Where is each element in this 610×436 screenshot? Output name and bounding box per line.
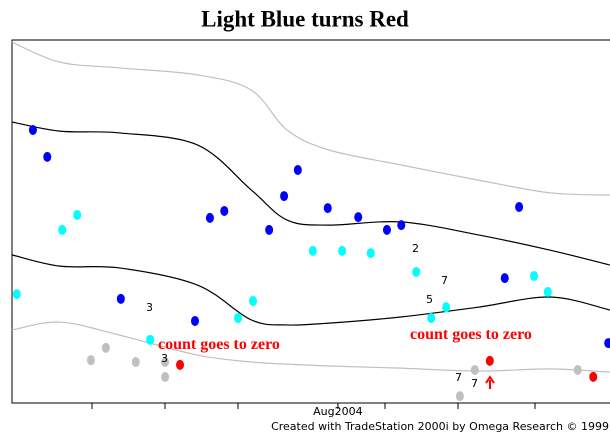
dot — [354, 212, 363, 223]
dot — [573, 364, 582, 375]
dot — [146, 334, 155, 345]
chart-title: Light Blue turns Red — [201, 6, 409, 31]
arrow — [485, 375, 495, 389]
count-label: 5 — [426, 293, 433, 306]
dot — [176, 359, 185, 370]
dot — [234, 313, 243, 324]
dot — [248, 295, 257, 306]
band-line — [11, 121, 610, 266]
dot — [412, 266, 421, 277]
annotation: count goes to zero — [410, 326, 532, 343]
dot — [543, 286, 552, 297]
count-label: 7 — [471, 377, 478, 390]
dot — [455, 391, 464, 402]
dot — [161, 371, 170, 382]
band-line — [11, 41, 610, 196]
dot — [101, 342, 110, 353]
dot — [338, 245, 347, 256]
dot — [485, 355, 494, 366]
dot — [308, 245, 317, 256]
dot — [12, 289, 21, 300]
dot — [366, 248, 375, 259]
count-label: 3 — [161, 352, 168, 365]
dot — [530, 270, 539, 281]
dot — [397, 220, 406, 231]
x-axis-minor-ticks — [91, 403, 536, 409]
x-tick-label: Aug2004 — [313, 405, 362, 418]
dot — [220, 205, 229, 216]
count-label: 7 — [441, 274, 448, 287]
dot — [293, 164, 302, 175]
footer: Created with TradeStation 2000i by Omega… — [271, 420, 609, 433]
dot — [86, 355, 95, 366]
plot-frame — [11, 39, 610, 404]
dot — [427, 313, 436, 324]
count-label: 7 — [455, 371, 462, 384]
dot — [161, 356, 170, 367]
dot — [500, 273, 509, 284]
dot — [205, 212, 214, 223]
dot — [604, 338, 610, 349]
dot — [116, 293, 125, 304]
dot — [73, 209, 82, 220]
count-label: 2 — [412, 242, 419, 255]
band-line — [11, 254, 610, 326]
dot — [190, 315, 199, 326]
dot — [43, 151, 52, 162]
dot — [382, 224, 391, 235]
band-line — [11, 321, 610, 373]
dot — [470, 364, 479, 375]
dot — [515, 201, 524, 212]
annotation: count goes to zero — [158, 336, 280, 353]
dot — [589, 371, 598, 382]
dot — [28, 125, 37, 136]
dot — [442, 302, 451, 313]
dot — [265, 224, 274, 235]
count-label: 3 — [146, 301, 153, 314]
dot — [280, 191, 289, 202]
dot — [323, 203, 332, 214]
dot — [58, 224, 67, 235]
dot — [131, 356, 140, 367]
